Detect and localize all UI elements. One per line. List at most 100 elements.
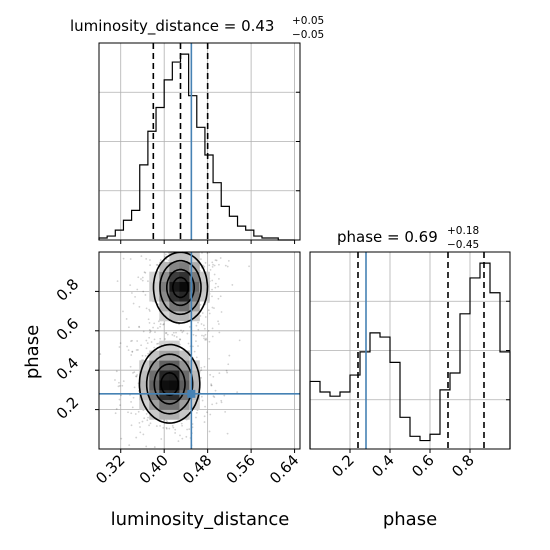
joint-xtick-label: 0.64	[266, 451, 302, 487]
joint-sample-point	[213, 396, 216, 398]
joint-density-cell	[179, 281, 190, 292]
joint-sample-point	[165, 427, 168, 430]
joint-sample-point	[195, 334, 197, 337]
joint-contour-level-2	[145, 259, 202, 415]
joint-sample-point	[131, 292, 133, 294]
joint-sample-point	[138, 326, 141, 329]
joint-density-cell	[159, 380, 170, 391]
joint-density-cell	[139, 370, 150, 381]
joint-sample-point	[208, 357, 211, 360]
joint-sample-point	[148, 336, 151, 339]
joint-sample-point	[192, 345, 194, 348]
joint-density-cell	[179, 409, 190, 420]
joint-sample-point	[138, 305, 141, 308]
joint-sample-point	[145, 307, 148, 310]
joint-sample-point	[140, 344, 143, 347]
joint-sample-point	[155, 425, 158, 427]
joint-density-cell	[179, 261, 190, 272]
joint-sample-point	[227, 363, 230, 366]
joint-sample-point	[224, 410, 227, 413]
joint-sample-point	[118, 384, 121, 387]
joint-ytick-label: 0.4	[53, 354, 83, 384]
joint-sample-point	[168, 427, 171, 430]
joint-density-cell	[179, 370, 190, 381]
joint-xtick-label: 0.40	[136, 451, 172, 487]
joint-sample-point	[127, 411, 129, 414]
joint-sample-point	[149, 259, 151, 261]
joint-sample-point	[236, 391, 239, 394]
joint-sample-point	[186, 428, 188, 431]
joint-sample-point	[204, 405, 206, 408]
joint-sample-point	[114, 379, 116, 381]
phase-title: phase = 0.69	[337, 228, 438, 246]
joint-sample-point	[154, 331, 156, 334]
joint-sample-point	[150, 341, 153, 343]
joint-sample-point	[122, 310, 124, 313]
joint-sample-point	[149, 331, 151, 334]
joint-sample-point	[207, 309, 210, 312]
joint-sample-point	[136, 288, 139, 291]
joint-sample-point	[138, 421, 141, 424]
phase-xtick-label: 0.4	[368, 451, 398, 481]
joint-sample-point	[147, 318, 150, 321]
joint-sample-point	[159, 259, 162, 261]
joint-density-cell	[179, 311, 190, 322]
joint-sample-point	[218, 372, 221, 375]
joint-sample-point	[200, 258, 202, 261]
joint-sample-point	[159, 325, 161, 328]
joint-sample-point	[224, 264, 227, 267]
joint-sample-point	[140, 255, 143, 258]
joint-density-cell	[179, 389, 190, 401]
joint-density-cell	[189, 291, 200, 302]
joint-sample-point	[179, 434, 181, 437]
joint-sample-point	[200, 395, 203, 398]
joint-sample-point	[205, 411, 208, 414]
joint-sample-point	[209, 413, 212, 416]
joint-sample-point	[131, 339, 133, 342]
joint-sample-point	[145, 445, 148, 448]
joint-sample-point	[214, 286, 217, 289]
joint-sample-point	[208, 312, 211, 315]
joint-sample-point	[197, 321, 199, 324]
joint-sample-point	[164, 253, 167, 256]
joint-sample-point	[131, 350, 134, 353]
joint-frame	[98, 251, 301, 450]
joint-sample-point	[164, 338, 166, 340]
joint-sample-point	[223, 394, 226, 397]
phase-histogram-panel: phase = 0.69 +0.18 −0.45 0.2 0.4 0.6 0.8	[309, 225, 511, 481]
joint-sample-point	[165, 426, 168, 429]
joint-xtick-label: 0.56	[223, 451, 259, 487]
joint-sample-point	[130, 401, 132, 403]
joint-sample-point	[206, 252, 209, 255]
joint-sample-point	[118, 381, 120, 384]
joint-sample-point	[127, 349, 130, 352]
joint-sample-point	[153, 338, 156, 341]
joint-density-cell	[189, 370, 200, 381]
joint-sample-point	[219, 295, 222, 298]
joint-sample-point	[214, 282, 217, 285]
joint-density-cell	[179, 252, 190, 263]
joint-sample-point	[215, 259, 218, 262]
joint-sample-point	[231, 284, 234, 286]
joint-sample-point	[195, 411, 198, 414]
joint-sample-point	[162, 323, 165, 326]
joint-sample-point	[156, 327, 159, 330]
joint-sample-point	[179, 338, 181, 341]
joint-sample-point	[204, 262, 207, 264]
joint-sample-point	[143, 271, 146, 274]
joint-sample-point	[177, 440, 180, 443]
joint-sample-point	[147, 416, 149, 419]
joint-density-cell	[149, 409, 160, 420]
joint-density-cell	[169, 301, 180, 312]
joint-sample-point	[129, 365, 132, 368]
joint-sample-point	[214, 259, 217, 261]
joint-sample-point	[128, 444, 131, 447]
joint-sample-point	[208, 264, 211, 267]
joint-sample-point	[139, 431, 142, 434]
joint-sample-point	[162, 323, 165, 325]
joint-sample-point	[204, 316, 207, 318]
joint-sample-point	[209, 373, 212, 376]
joint-sample-point	[201, 399, 204, 402]
joint-sample-point	[130, 424, 133, 427]
joint-sample-point	[152, 326, 154, 329]
